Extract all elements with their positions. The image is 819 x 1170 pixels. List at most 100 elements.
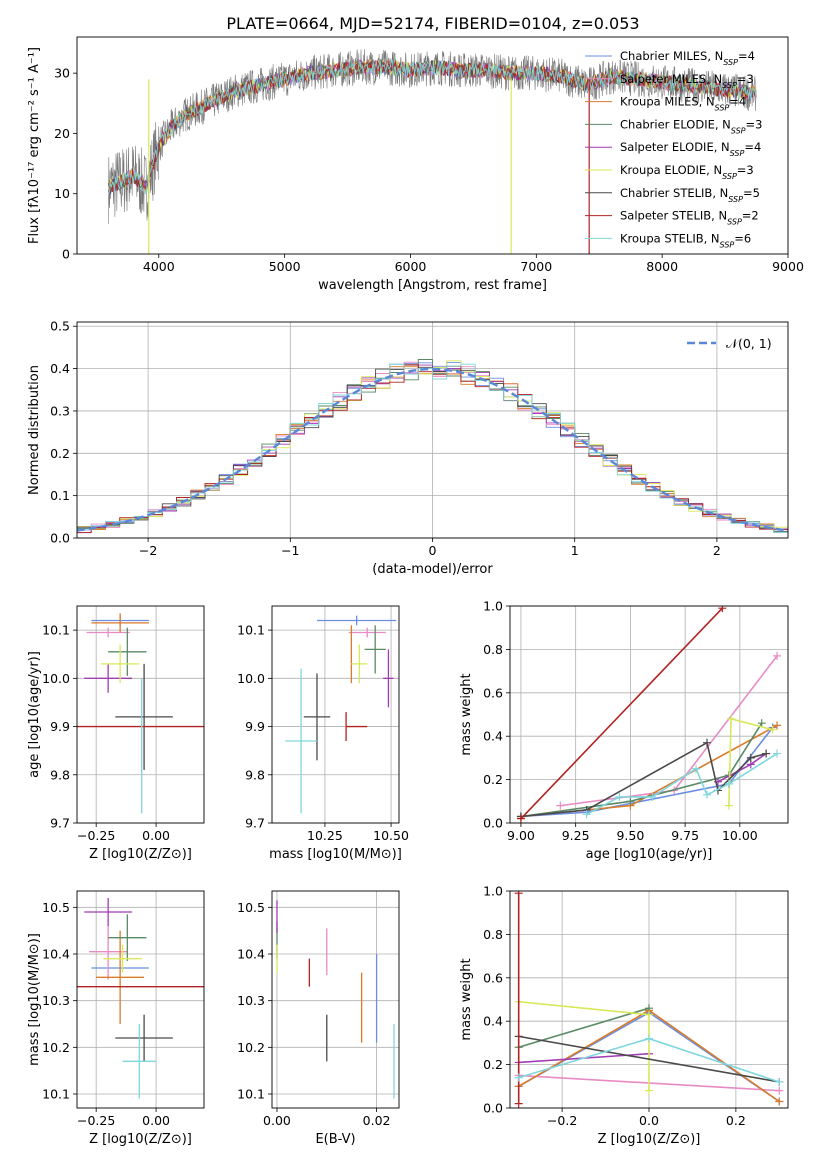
y-tick-label: 0.3 (50, 403, 70, 418)
y-tick-label: 10.2 (42, 1040, 70, 1055)
x-tick-label: 8000 (646, 259, 678, 274)
axes-frame (76, 321, 789, 539)
series-point (762, 749, 771, 758)
series-point (718, 606, 727, 613)
y-tick-label: 1.0 (483, 599, 503, 614)
series-point (556, 801, 565, 810)
x-tick-label: 1 (571, 543, 579, 558)
y-tick-label: 0.2 (50, 446, 70, 461)
y-tick-label: 10.1 (237, 623, 265, 638)
x-tick-label: 0.00 (263, 1113, 291, 1128)
x-tick-label: 0.02 (363, 1113, 391, 1128)
y-tick-label: 10.0 (237, 671, 265, 686)
series-point (724, 801, 733, 810)
series-point (773, 749, 782, 758)
panel-massweight_vs_Z: −0.2 0.0 0.2 0.0 0.2 0.4 0.6 0.8 1.0 Z [log10(Z/Z… (459, 884, 789, 1147)
y-tick-label: 10.3 (42, 993, 70, 1008)
y-tick-label: 10.5 (237, 900, 265, 915)
legend-label: 𝒩(0, 1) (726, 336, 772, 351)
x-tick-label: 5000 (269, 259, 301, 274)
x-tick-label: 9000 (772, 259, 804, 274)
y-tick-label: 9.8 (245, 767, 265, 782)
series-line (518, 1007, 650, 1049)
y-tick-label: 10.4 (42, 947, 70, 962)
y-tick-label: 1.0 (483, 884, 503, 899)
x-tick-label: 9.00 (507, 828, 535, 843)
plot-area (77, 613, 204, 814)
series-point (645, 1034, 653, 1043)
legend-label: Kroupa ELODIE, NSSP=3 (620, 163, 754, 181)
series-point (775, 1097, 784, 1106)
x-axis-label: wavelength [Angstrom, rest frame] (318, 278, 547, 293)
x-tick-label: 0.00 (142, 1113, 170, 1128)
x-tick-label: −0.2 (547, 1113, 577, 1128)
x-axis-label: Z [log10(Z/Z⊙)] (598, 1132, 701, 1147)
x-tick-label: 0.00 (142, 828, 170, 843)
x-tick-label: 0 (429, 543, 437, 558)
legend-label: Salpeter MILES, NSSP=3 (620, 72, 754, 90)
plot-area (516, 606, 782, 823)
y-axis-label: Flux [fλ10⁻¹⁷ erg cm⁻² s⁻¹ A⁻¹] (27, 47, 42, 244)
x-tick-label: 0.0 (639, 1113, 659, 1128)
series-point (514, 891, 523, 898)
x-tick-label: 9.50 (616, 828, 644, 843)
plot-area (285, 615, 397, 814)
y-tick-label: 20 (54, 126, 70, 141)
y-tick-label: 0.1 (50, 488, 70, 503)
series-point (645, 1086, 653, 1095)
histogram-kroupa_stelib (77, 363, 788, 533)
axes-frame (76, 890, 205, 1109)
y-tick-label: 10.5 (42, 900, 70, 915)
x-tick-label: 10.25 (307, 828, 343, 843)
legend-label: Chabrier ELODIE, NSSP=3 (620, 117, 762, 135)
panel-age_vs_Z: −0.25 0.00 9.7 9.8 9.9 10.0 10.1 Z [log10(Z/Z⊙)… (27, 605, 205, 862)
x-tick-label: 10.50 (373, 828, 409, 843)
model-spectrum (108, 60, 757, 192)
series-point (514, 1073, 523, 1082)
series-point (582, 810, 591, 819)
normal-curve (77, 367, 788, 532)
y-axis-label: mass [log10(M/M⊙)] (27, 933, 42, 1066)
axes-frame (76, 36, 789, 255)
series-point (626, 797, 635, 806)
plot-area (77, 359, 788, 534)
series-point (692, 764, 701, 773)
x-tick-label: 10.00 (722, 828, 758, 843)
y-tick-label: 9.7 (50, 816, 70, 831)
series-point (775, 1086, 784, 1095)
y-tick-label: 9.9 (245, 719, 265, 734)
series-point (746, 753, 755, 762)
axes-frame (509, 605, 789, 824)
y-axis-label: Normed distribution (27, 365, 42, 495)
series-line (560, 655, 778, 807)
panel-mass_vs_ebv: 0.00 0.02 10.1 10.2 10.3 10.4 10.5 E(B-V) (237, 890, 400, 1147)
x-axis-label: Z [log10(Z/Z⊙)] (89, 1132, 192, 1147)
y-tick-label: 10.3 (237, 993, 265, 1008)
axes-frame (509, 890, 789, 1109)
y-tick-label: 30 (54, 66, 70, 81)
series-point (615, 792, 624, 801)
y-tick-label: 10.1 (42, 1087, 70, 1102)
y-axis-label: mass weight (459, 673, 474, 755)
series-point (727, 714, 736, 723)
series-line (520, 607, 723, 820)
x-tick-label: 9.75 (671, 828, 699, 843)
y-tick-label: 0.8 (483, 642, 503, 657)
y-tick-label: 10.1 (237, 1087, 265, 1102)
x-axis-label: Z [log10(Z/Z⊙)] (89, 847, 192, 862)
x-tick-label: 2 (713, 543, 721, 558)
x-tick-label: 0.2 (726, 1113, 746, 1128)
x-tick-label: −0.25 (77, 828, 115, 843)
x-tick-label: 7000 (520, 259, 552, 274)
legend-label: Chabrier STELIB, NSSP=5 (620, 186, 760, 204)
x-tick-label: −2 (139, 543, 157, 558)
legend-label: Chabrier MILES, NSSP=4 (620, 49, 755, 67)
x-tick-label: 9.25 (562, 828, 590, 843)
series-line (518, 1035, 780, 1083)
series-point (516, 814, 525, 823)
y-tick-label: 9.8 (50, 767, 70, 782)
series-point (757, 719, 766, 728)
series-point (645, 1010, 653, 1019)
series-point (648, 792, 657, 801)
